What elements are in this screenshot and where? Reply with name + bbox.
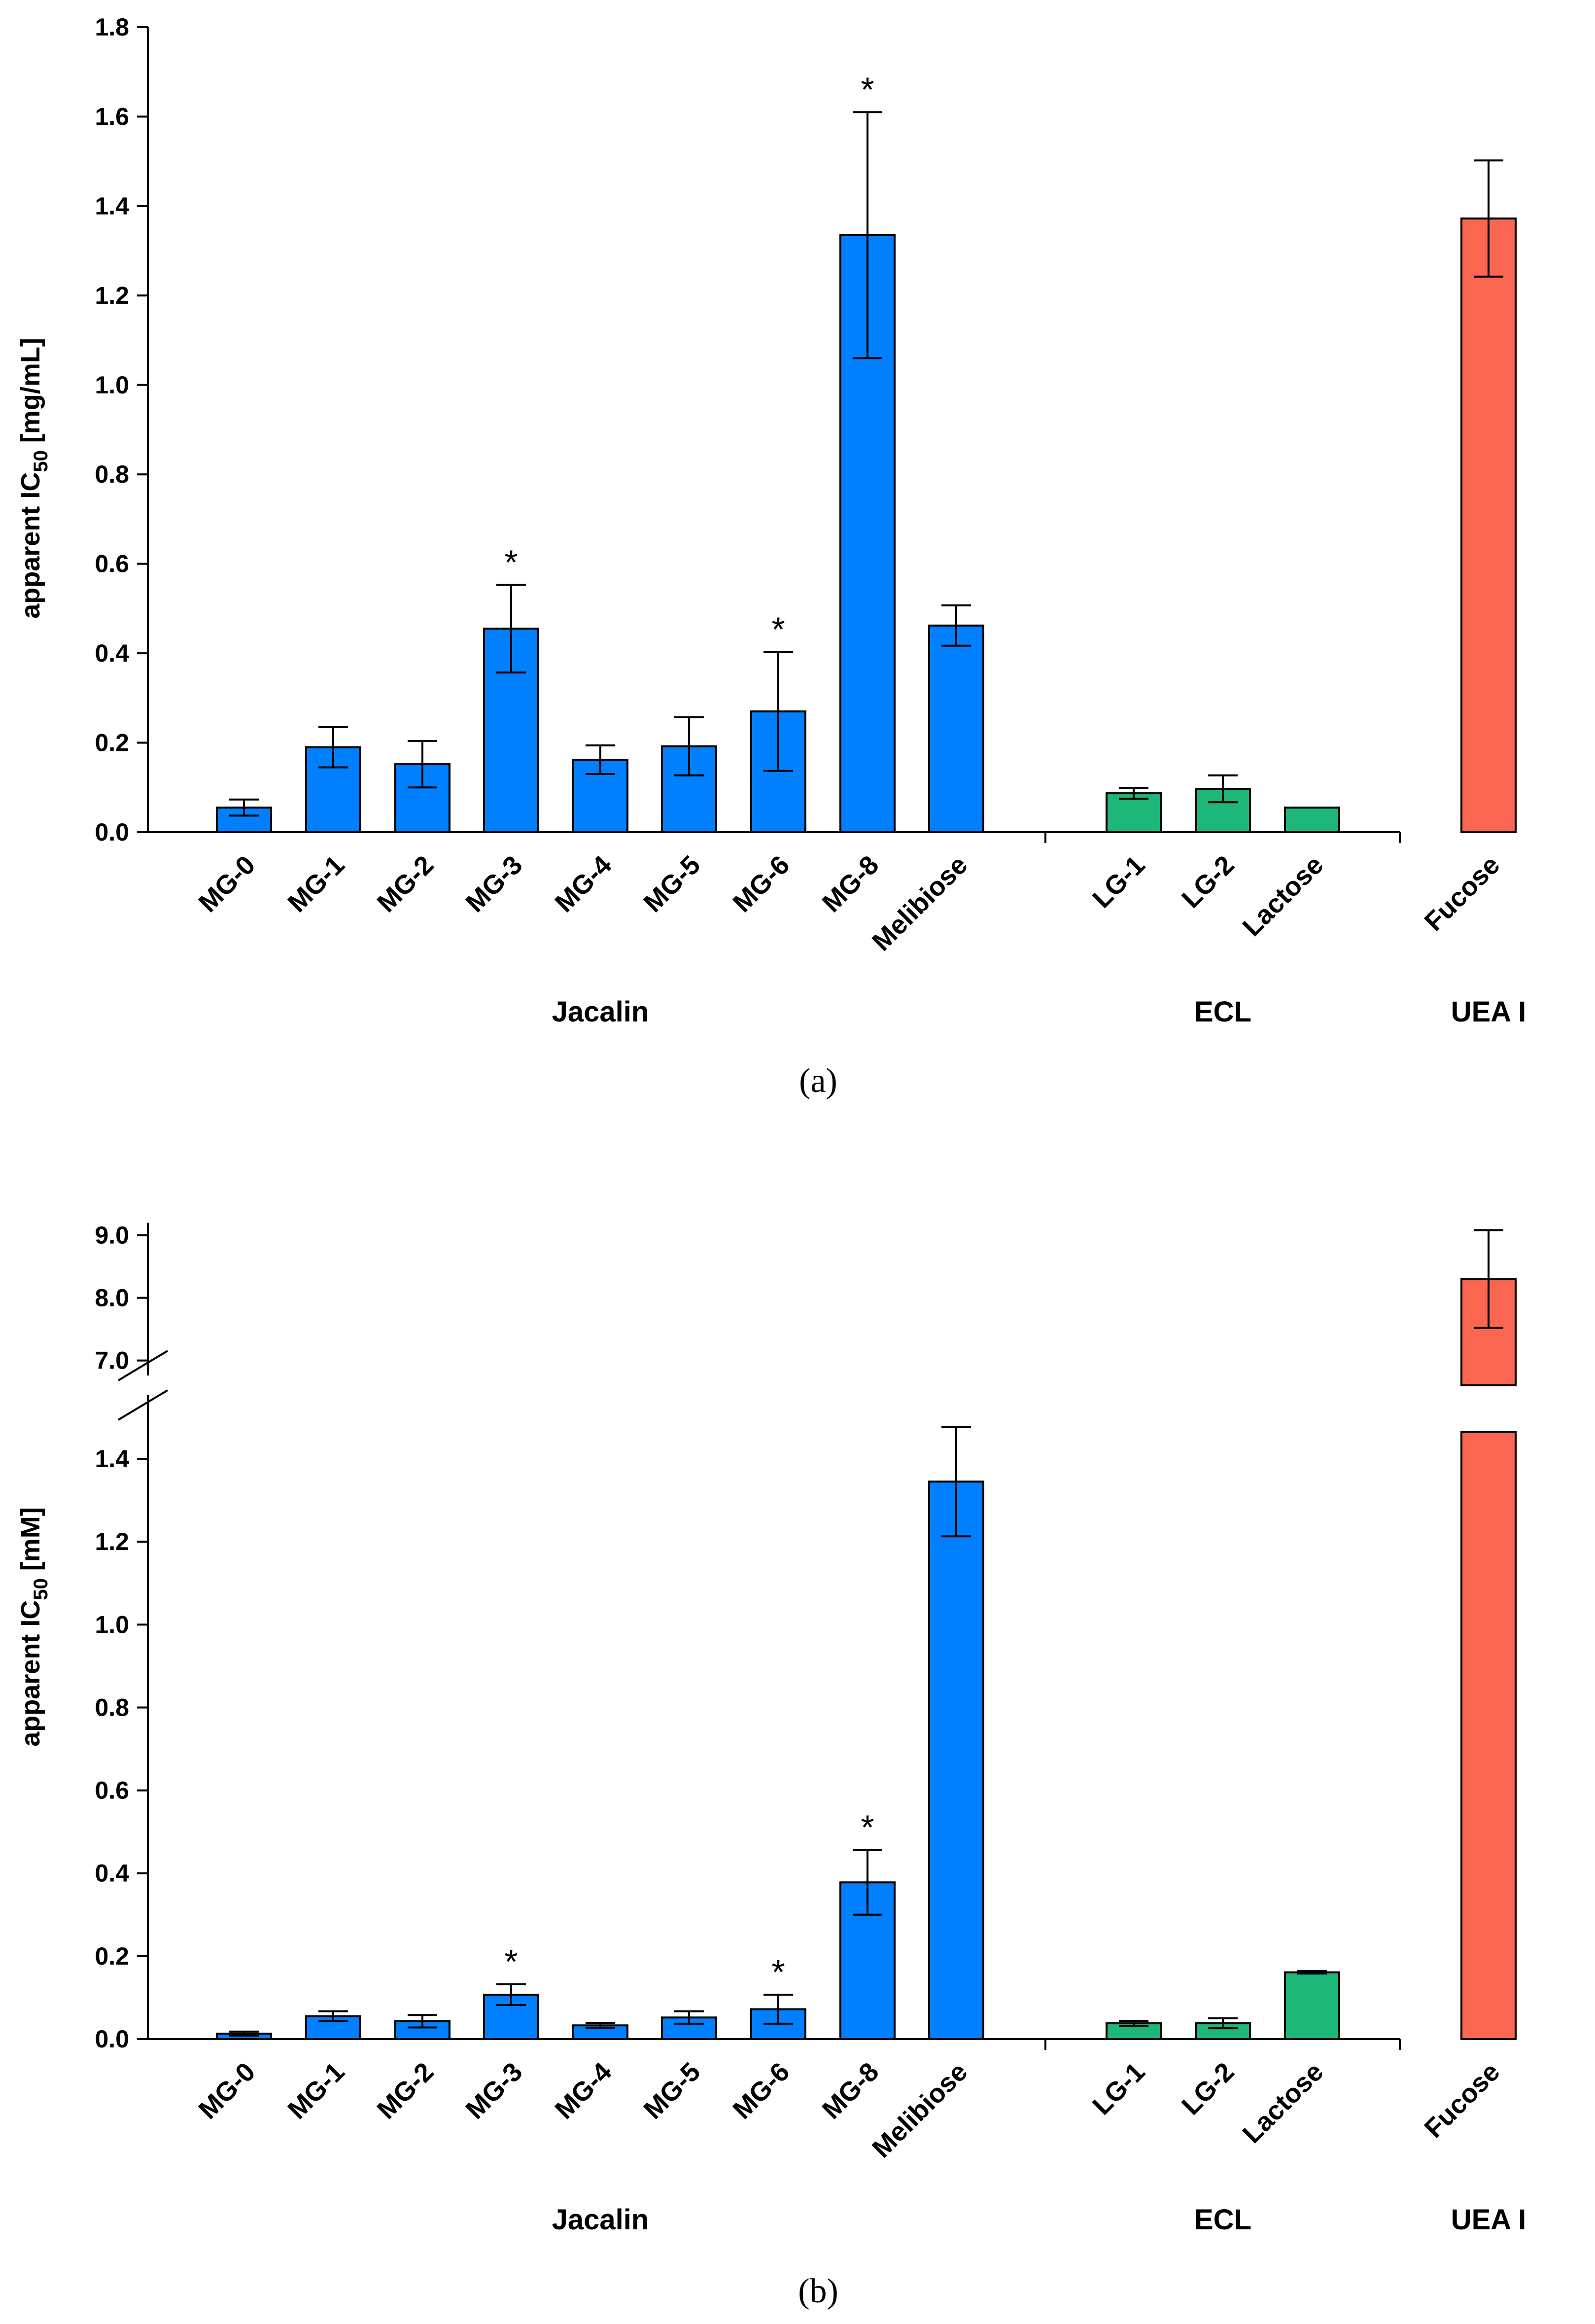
group-label: UEA I — [1451, 2204, 1526, 2236]
group-label: ECL — [1194, 2204, 1251, 2236]
y-tick-label: 1.2 — [95, 282, 129, 309]
y-ticks-b: 0.0 0.2 0.4 0.6 0.8 1.0 1.2 1.4 7.0 8.0 9.0 — [95, 1221, 148, 2053]
y-tick-label: 0.4 — [95, 1860, 129, 1887]
x-tick-label: Fucose — [1419, 850, 1505, 937]
bar — [928, 624, 984, 833]
x-tick-label: MG-0 — [193, 2057, 261, 2125]
bar — [1195, 2022, 1251, 2041]
x-tick-label: MG-3 — [460, 2057, 528, 2125]
bar — [1106, 792, 1162, 833]
x-tick-labels-a: MG-0 MG-1 MG-2 MG-3 MG-4 MG-5 MG-6 MG-8Melibios… — [193, 850, 1506, 956]
y-tick-label: 0.8 — [95, 1693, 129, 1721]
y-tick-label: 0.6 — [95, 1777, 129, 1804]
x-tick-label: Lactose — [1237, 2057, 1329, 2149]
bar — [1284, 1971, 1340, 2040]
x-tick-label: MG-0 — [193, 850, 261, 918]
y-tick-label: 0.0 — [95, 2025, 129, 2053]
x-tick-label: MG-8 — [817, 850, 885, 918]
y-tick-label: 1.0 — [95, 1611, 129, 1638]
group-label: Jacalin — [552, 996, 649, 1028]
x-tick-label: LG-1 — [1087, 2057, 1150, 2120]
chart-panel-a: apparent IC50 [mg/mL] 0.0 0.2 0.4 0.6 0.8 1.0… — [16, 13, 1526, 1100]
x-tick-label: MG-6 — [728, 2057, 796, 2125]
bar — [1284, 807, 1340, 834]
x-tick-label: Fucose — [1419, 2057, 1505, 2144]
group-label: ECL — [1194, 996, 1251, 1028]
chart-panel-b: apparent IC50 [mM] 0.0 0.2 0.4 0.6 0.8 1.0 1.2… — [16, 1221, 1526, 2310]
x-tick-label: MG-1 — [282, 850, 350, 918]
significance-star: * — [504, 543, 518, 581]
x-tick-label: MG-6 — [728, 850, 796, 918]
y-axis-label-b: apparent IC50 [mM] — [16, 1507, 52, 1747]
y-tick-label: 1.8 — [95, 13, 129, 41]
bars-a: * * * — [216, 70, 1517, 834]
y-axis-label-a: apparent IC50 [mg/mL] — [16, 338, 52, 619]
y-tick-label: 1.2 — [95, 1528, 129, 1555]
x-tick-label: Melibiose — [867, 850, 973, 956]
group-labels-b: Jacalin ECL UEA I — [552, 2204, 1526, 2236]
y-tick-label: 7.0 — [95, 1347, 129, 1374]
y-ticks-a: 0.0 0.2 0.4 0.6 0.8 1.0 1.2 1.4 1.6 1.8 — [95, 13, 148, 846]
x-tick-label: MG-8 — [817, 2057, 885, 2125]
axis-break-mark — [117, 1389, 169, 1421]
significance-star: * — [771, 610, 785, 648]
x-tick-label: LG-2 — [1176, 2057, 1240, 2120]
y-tick-label: 1.6 — [95, 103, 129, 130]
x-tick-label: MG-2 — [372, 850, 440, 918]
y-tick-label: 0.8 — [95, 460, 129, 488]
y-tick-label: 0.0 — [95, 818, 129, 846]
significance-star: * — [861, 70, 874, 108]
y-tick-label: 9.0 — [95, 1221, 129, 1249]
x-tick-label: MG-1 — [282, 2057, 350, 2125]
x-tick-label: MG-4 — [550, 2057, 618, 2125]
bars-b: * * * — [216, 1229, 1517, 2041]
y-tick-label: 0.6 — [95, 550, 129, 578]
significance-star: * — [771, 1953, 785, 1991]
bar — [928, 1480, 984, 2040]
y-tick-label: 1.4 — [95, 192, 129, 220]
y-tick-label: 1.0 — [95, 371, 129, 399]
significance-star: * — [504, 1942, 518, 1981]
significance-star: * — [861, 1808, 874, 1847]
y-tick-label: 0.4 — [95, 639, 129, 667]
axes-b — [117, 1223, 1401, 2050]
panel-label-b: (b) — [798, 2272, 838, 2310]
bar-lower-segment — [1460, 1431, 1517, 2040]
x-tick-labels-b: MG-0 MG-1 MG-2 MG-3 MG-4 MG-5 MG-6 MG-8Melibios… — [193, 2057, 1506, 2163]
y-tick-label: 1.4 — [95, 1445, 129, 1473]
panel-label-a: (a) — [799, 1062, 837, 1100]
group-label: Jacalin — [552, 2204, 649, 2236]
x-tick-label: MG-5 — [638, 850, 706, 918]
group-labels-a: Jacalin ECL UEA I — [552, 996, 1526, 1028]
x-tick-label: MG-4 — [550, 850, 618, 918]
x-tick-label: Lactose — [1237, 850, 1329, 942]
x-tick-label: LG-1 — [1087, 850, 1150, 914]
x-tick-label: MG-5 — [638, 2057, 706, 2125]
x-tick-label: MG-2 — [372, 2057, 440, 2125]
axes-a — [147, 27, 1401, 843]
y-tick-label: 0.2 — [95, 1942, 129, 1970]
bar — [1460, 217, 1517, 833]
x-tick-label: Melibiose — [867, 2057, 973, 2163]
group-label: UEA I — [1451, 996, 1526, 1028]
axis-break-mark — [117, 1350, 169, 1381]
y-tick-label: 8.0 — [95, 1284, 129, 1312]
x-tick-label: LG-2 — [1176, 850, 1240, 914]
x-tick-label: MG-3 — [460, 850, 528, 918]
y-tick-label: 0.2 — [95, 729, 129, 757]
